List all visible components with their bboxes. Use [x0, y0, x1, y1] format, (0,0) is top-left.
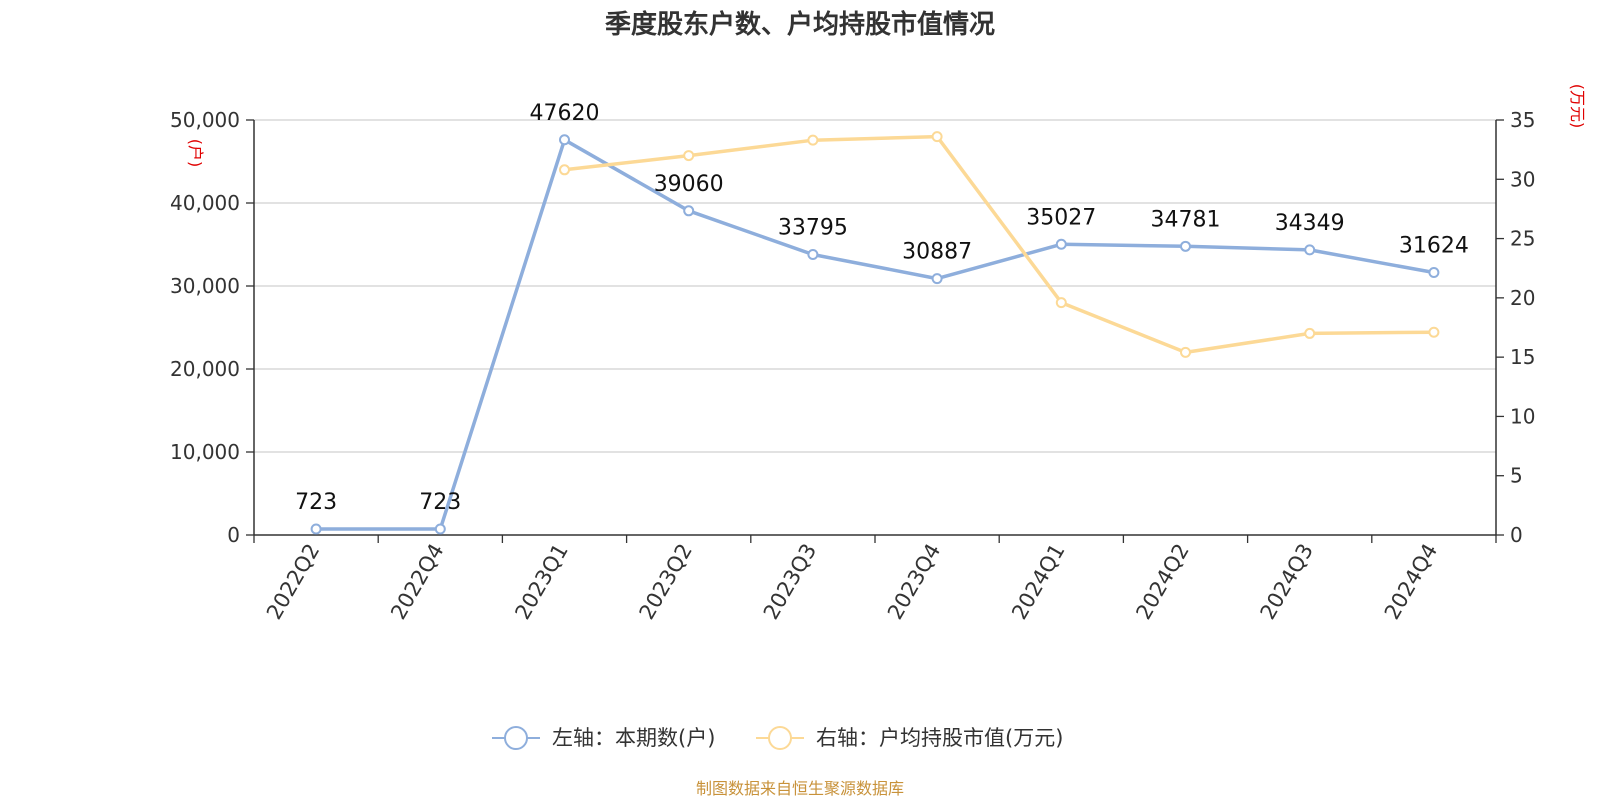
data-label: 33795	[778, 216, 848, 241]
right-axis-tick-label: 5	[1510, 464, 1523, 488]
data-point-avg-holding-value[interactable]	[1180, 346, 1191, 358]
legend-item-left-series[interactable]: 左轴：本期数(户)	[492, 726, 715, 750]
legend-circle-right-icon	[768, 726, 792, 750]
x-axis-category-label: 2023Q4	[883, 540, 945, 624]
x-axis-category-label: 2023Q3	[759, 540, 821, 624]
source-note: 制图数据来自恒生聚源数据库	[696, 779, 904, 798]
right-axis-tick-label: 35	[1510, 108, 1535, 132]
data-point-avg-holding-value[interactable]	[807, 134, 819, 146]
right-axis-tick-label: 10	[1510, 404, 1535, 428]
data-point-avg-holding-value[interactable]	[1304, 327, 1316, 339]
right-axis-tick-label: 30	[1510, 167, 1535, 191]
data-point-holders[interactable]	[1304, 244, 1316, 256]
data-label: 47620	[530, 101, 600, 126]
left-axis-tick-label: 0	[227, 523, 240, 547]
x-axis-category-label: 2023Q2	[635, 540, 697, 624]
series-layer	[310, 131, 1440, 535]
x-axis-category-label: 2024Q3	[1256, 540, 1318, 624]
data-point-holders[interactable]	[807, 249, 819, 261]
x-axis-category-label: 2024Q4	[1380, 540, 1442, 624]
data-point-holders[interactable]	[559, 134, 570, 146]
x-axis-category-label: 2022Q4	[386, 540, 448, 624]
legend-label-right: 右轴：户均持股市值(万元)	[816, 726, 1063, 750]
data-point-avg-holding-value[interactable]	[1055, 297, 1067, 309]
data-label: 723	[295, 490, 337, 515]
axes: 010,00020,00030,00040,00050,000051015202…	[170, 108, 1535, 624]
legend: 左轴：本期数(户) 右轴：户均持股市值(万元)	[492, 726, 1063, 750]
data-label: 34781	[1151, 207, 1221, 232]
series-line-avg-holding-value	[562, 134, 1436, 355]
right-axis-tick-label: 25	[1510, 227, 1535, 251]
right-axis-tick-label: 15	[1510, 345, 1535, 369]
data-label: 723	[419, 490, 461, 515]
data-point-avg-holding-value[interactable]	[931, 131, 943, 143]
x-axis-category-label: 2023Q1	[510, 540, 572, 624]
data-label: 31624	[1399, 234, 1469, 259]
right-axis-tick-label: 0	[1510, 523, 1523, 547]
data-labels: 723 723 47620 39060 33795 30887 35027 34781 3434…	[295, 101, 1469, 515]
legend-item-right-series[interactable]: 右轴：户均持股市值(万元)	[756, 726, 1063, 750]
data-point-holders[interactable]	[1055, 238, 1067, 250]
legend-circle-left-icon	[504, 726, 528, 750]
data-label: 30887	[902, 240, 972, 265]
left-axis-tick-label: 20,000	[170, 357, 240, 381]
data-point-holders[interactable]	[310, 523, 322, 535]
left-axis-tick-label: 50,000	[170, 108, 240, 132]
data-point-avg-holding-value[interactable]	[559, 164, 570, 176]
left-axis-unit: (户)	[186, 139, 205, 168]
left-axis-tick-label: 10,000	[170, 440, 240, 464]
data-point-holders[interactable]	[931, 273, 943, 285]
data-point-avg-holding-value[interactable]	[683, 150, 695, 162]
data-point-holders[interactable]	[434, 523, 446, 535]
grid-lines	[254, 119, 1496, 453]
x-axis-category-label: 2022Q2	[262, 540, 324, 624]
left-axis-tick-label: 30,000	[170, 274, 240, 298]
legend-label-left: 左轴：本期数(户)	[552, 726, 715, 750]
right-axis-unit: (万元)	[1568, 84, 1587, 129]
series-line-holders	[314, 138, 1436, 531]
data-point-holders[interactable]	[1180, 240, 1191, 252]
chart-title: 季度股东户数、户均持股市值情况	[605, 9, 995, 40]
left-axis-tick-label: 40,000	[170, 191, 240, 215]
right-axis-tick-label: 20	[1510, 286, 1535, 310]
data-label: 35027	[1026, 205, 1096, 230]
data-point-holders[interactable]	[1428, 267, 1440, 279]
x-axis-category-label: 2024Q2	[1131, 540, 1193, 624]
x-axis-category-label: 2024Q1	[1007, 540, 1069, 624]
data-label: 34349	[1275, 211, 1345, 236]
data-label: 39060	[654, 172, 724, 197]
data-point-avg-holding-value[interactable]	[1428, 326, 1440, 338]
data-point-holders[interactable]	[683, 205, 695, 217]
